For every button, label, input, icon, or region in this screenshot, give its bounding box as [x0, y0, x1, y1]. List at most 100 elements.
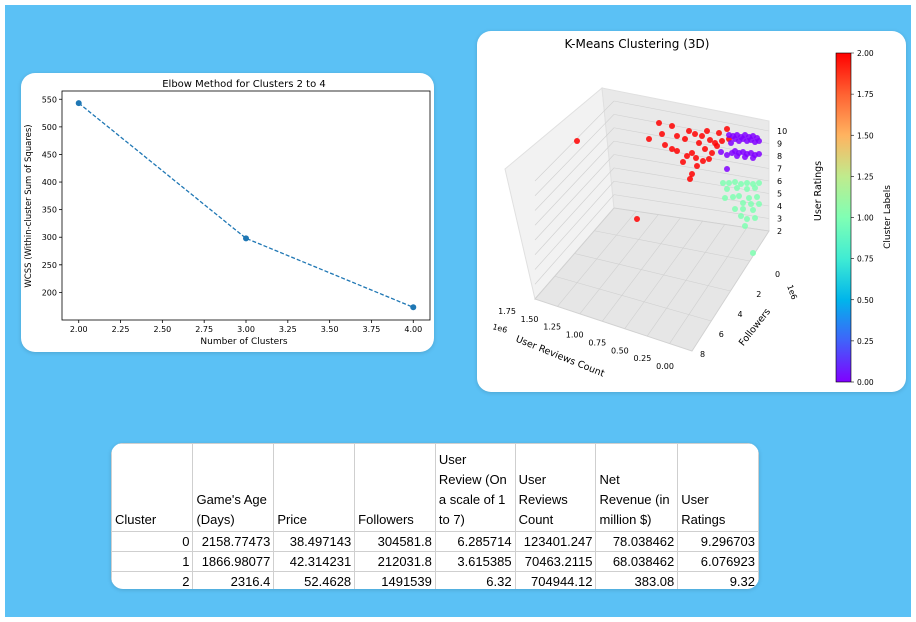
table-cell: 2158.77473: [192, 531, 275, 552]
kmeans-y-offset: 1e6: [785, 284, 799, 301]
colorbar-tick-label: 1.75: [857, 90, 874, 99]
x-tick-label: 1.25: [543, 323, 561, 332]
cluster-point: [693, 155, 699, 161]
cluster-point: [732, 206, 738, 212]
cluster-point: [752, 185, 758, 191]
elbow-ytick-label: 350: [42, 206, 57, 215]
column-header: User Reviews Count: [514, 443, 597, 532]
z-gridline: [534, 127, 615, 211]
z-gridline: [534, 114, 615, 196]
cluster-point: [756, 138, 762, 144]
table-cell: 2: [111, 571, 194, 589]
elbow-points: [75, 100, 417, 311]
cluster-point: [750, 155, 756, 161]
cluster-point: [719, 138, 725, 144]
cluster-point: [724, 126, 730, 132]
z-tick-label: 3: [777, 215, 782, 224]
y-gridline: [594, 230, 750, 262]
table-cell: 704944.12: [514, 571, 597, 589]
x-tick-label: 1.75: [498, 307, 516, 316]
y-tick-label: 4: [738, 310, 743, 319]
z-tick-label: 8: [777, 152, 782, 161]
cluster-point: [750, 207, 756, 213]
cluster-point: [709, 150, 715, 156]
elbow-xtick-label: 3.50: [321, 325, 339, 334]
elbow-point: [243, 235, 249, 242]
elbow-title: Elbow Method for Clusters 2 to 4: [162, 79, 326, 90]
cluster-point: [689, 171, 695, 177]
table-cell: 6.32: [434, 571, 516, 589]
kmeans-zlabel: User Ratings: [813, 161, 824, 221]
table-cell: 383.08: [595, 571, 679, 589]
column-header: User Review (On a scale of 1 to 7): [434, 443, 516, 532]
elbow-xtick-label: 3.00: [237, 325, 255, 334]
cluster-point: [722, 195, 728, 201]
elbow-chart: Elbow Method for Clusters 2 to 4 2.00 2.2…: [24, 79, 431, 347]
cluster-point: [734, 153, 740, 159]
cluster-point: [574, 138, 580, 144]
elbow-ytick-label: 300: [42, 233, 57, 242]
cluster-point: [724, 152, 730, 158]
cluster-point: [674, 148, 680, 154]
table-cell: 42.314231: [273, 551, 356, 572]
table-row: 2 2316.4 52.4628 1491539 6.32 704944.12 …: [111, 571, 759, 589]
table-cell: 52.4628: [273, 571, 356, 589]
table-cell: 304581.8: [354, 531, 436, 552]
cluster-point: [656, 120, 662, 126]
cluster-point: [752, 215, 758, 221]
elbow-xtick-label: 2.75: [195, 325, 213, 334]
cluster-point: [696, 140, 702, 146]
cluster-point: [724, 186, 730, 192]
kmeans-title: K-Means Clustering (3D): [565, 37, 710, 51]
z-tick-label: 4: [777, 202, 782, 211]
cluster-point: [740, 200, 746, 206]
cluster-point: [634, 216, 640, 222]
column-header: Game's Age (Days): [192, 443, 275, 532]
cluster-point: [726, 180, 732, 186]
elbow-ytick-label: 250: [42, 261, 57, 270]
cluster-point: [680, 159, 686, 165]
cluster-point: [728, 140, 734, 146]
cluster-point: [744, 180, 750, 186]
kmeans-chart: K-Means Clustering (3D) 2 3 4 5 6 7 8 9 10 1.75 1.…: [491, 37, 893, 387]
elbow-point: [410, 304, 417, 311]
table-cell: 78.038462: [595, 531, 679, 552]
x-tick-label: 0.00: [656, 362, 674, 371]
table-cell: 68.038462: [595, 551, 679, 572]
y-tick-label: 0: [775, 270, 780, 279]
z-tick-label: 2: [777, 227, 782, 236]
colorbar-tick-label: 0.50: [857, 296, 874, 305]
elbow-ytick-label: 200: [42, 288, 57, 297]
table-header-row: Cluster Game's Age (Days) Price Follower…: [111, 443, 759, 532]
table-cell: 1866.98077: [192, 551, 275, 572]
cluster-point: [744, 216, 750, 222]
cluster-point: [662, 142, 668, 148]
elbow-ticks: 2.00 2.25 2.50 2.75 3.00 3.25 3.50 3.75 4.00 200 2…: [42, 95, 422, 334]
table-cell: 123401.247: [514, 531, 597, 552]
elbow-point: [75, 100, 82, 107]
cluster-point: [692, 131, 698, 137]
elbow-ytick-label: 450: [42, 150, 57, 159]
table-cell: 38.497143: [273, 531, 356, 552]
cluster-point: [756, 201, 762, 207]
table-cell: 1: [111, 551, 194, 572]
cluster-point: [707, 137, 713, 143]
cluster-point: [736, 193, 742, 199]
z-tick-label: 9: [777, 140, 782, 149]
cluster-point: [720, 180, 726, 186]
y-tick-label: 8: [700, 350, 705, 359]
cluster-point: [742, 223, 748, 229]
table-cell: 9.296703: [677, 531, 759, 552]
x-tick-label: 1.00: [566, 331, 584, 340]
cluster-point: [712, 140, 718, 146]
cluster-point: [718, 149, 724, 155]
colorbar-ticks: 0.00 0.25 0.50 0.75 1.00 1.25 1.50 1.75 2.00: [851, 49, 874, 387]
table-row: 1 1866.98077 42.314231 212031.8 3.615385…: [111, 551, 759, 572]
elbow-xtick-label: 2.25: [112, 325, 130, 334]
table-cell: 3.615385: [434, 551, 516, 572]
table-cell: 70463.2115: [514, 551, 597, 572]
colorbar-tick-label: 2.00: [857, 49, 874, 58]
cluster-point: [738, 181, 744, 187]
cluster-point: [744, 186, 750, 192]
cluster-point: [699, 133, 705, 139]
